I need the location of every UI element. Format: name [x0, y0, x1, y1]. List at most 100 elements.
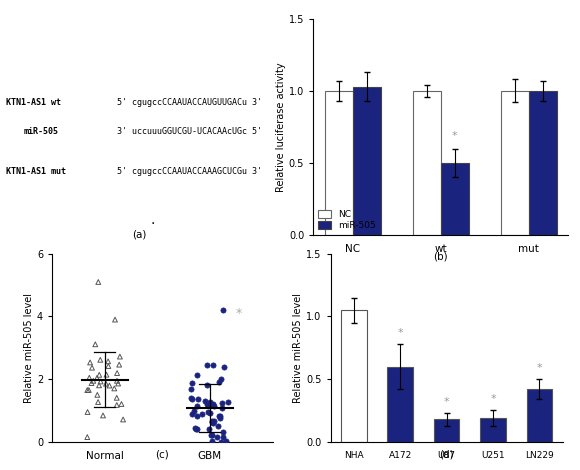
- Text: 3' uccuuuGGUCGU-UCACAAcUGc 5': 3' uccuuuGGUCGU-UCACAAcUGc 5': [117, 127, 262, 136]
- Point: [85, 374, 94, 382]
- Text: KTN1-AS1 mut: KTN1-AS1 mut: [6, 166, 66, 176]
- Point: [104, 362, 113, 370]
- Point: [208, 361, 218, 369]
- Point: [99, 412, 108, 419]
- Point: [217, 399, 226, 407]
- Point: [112, 401, 121, 409]
- Text: .: .: [151, 213, 155, 227]
- Text: *: *: [536, 363, 542, 373]
- Point: [95, 371, 104, 379]
- Text: (b): (b): [433, 251, 448, 261]
- Point: [110, 316, 119, 323]
- Point: [208, 401, 218, 408]
- Point: [194, 395, 203, 403]
- Point: [215, 378, 224, 385]
- Point: [214, 412, 223, 420]
- Point: [197, 410, 206, 417]
- Point: [190, 407, 199, 414]
- Point: [218, 306, 227, 314]
- Point: [84, 386, 93, 394]
- Point: [208, 417, 217, 425]
- Bar: [480, 418, 506, 442]
- Point: [207, 431, 216, 439]
- Point: [113, 369, 122, 377]
- Point: [218, 433, 227, 440]
- Point: [209, 420, 218, 427]
- Point: [201, 397, 210, 405]
- Point: [193, 371, 202, 379]
- Point: [216, 438, 226, 446]
- Bar: [501, 91, 529, 235]
- Point: [204, 426, 213, 433]
- Text: 5' cgugccCCAAUACCAUGUUGACu 3': 5' cgugccCCAAUACCAUGUUGACu 3': [117, 98, 262, 107]
- Point: [113, 377, 122, 384]
- Point: [96, 378, 105, 385]
- Point: [102, 380, 111, 387]
- Bar: [413, 91, 441, 235]
- Point: [88, 364, 97, 371]
- Point: [202, 381, 212, 389]
- Point: [202, 361, 212, 369]
- Point: [114, 380, 123, 387]
- Bar: [387, 367, 413, 442]
- Point: [187, 396, 197, 403]
- Bar: [353, 86, 381, 235]
- Point: [193, 403, 202, 410]
- Point: [212, 433, 222, 441]
- Point: [207, 437, 216, 445]
- Text: KTN1-AS1 wt: KTN1-AS1 wt: [6, 98, 60, 107]
- Point: [187, 379, 197, 386]
- Bar: [529, 91, 557, 235]
- Point: [218, 404, 227, 412]
- Text: *: *: [444, 397, 450, 407]
- Point: [114, 361, 124, 368]
- Text: *: *: [236, 307, 242, 320]
- Point: [115, 353, 125, 360]
- Point: [204, 401, 213, 409]
- Point: [208, 418, 217, 426]
- Bar: [527, 389, 552, 442]
- Point: [83, 433, 92, 441]
- Bar: [434, 419, 459, 442]
- Bar: [325, 91, 353, 235]
- Point: [103, 358, 113, 365]
- Point: [118, 416, 128, 423]
- Point: [205, 409, 215, 417]
- Text: *: *: [452, 131, 458, 141]
- Point: [218, 428, 227, 436]
- Point: [93, 391, 102, 399]
- Point: [216, 414, 225, 422]
- Point: [209, 417, 218, 424]
- Point: [112, 394, 121, 401]
- Text: (a): (a): [132, 229, 146, 240]
- Point: [187, 385, 196, 392]
- Point: [203, 408, 212, 416]
- Text: (c): (c): [155, 450, 169, 460]
- Point: [92, 374, 101, 382]
- Point: [95, 382, 104, 389]
- Point: [213, 422, 222, 430]
- Point: [190, 424, 200, 431]
- Point: [105, 382, 114, 389]
- Point: [216, 376, 225, 383]
- Point: [192, 425, 201, 432]
- Text: miR-505: miR-505: [23, 127, 59, 136]
- Point: [87, 379, 96, 387]
- Legend: NC, miR-505: NC, miR-505: [318, 210, 376, 230]
- Point: [193, 425, 202, 433]
- Point: [216, 412, 225, 420]
- Point: [187, 410, 196, 418]
- Point: [205, 398, 215, 406]
- Point: [202, 401, 212, 408]
- Point: [219, 363, 229, 371]
- Point: [187, 395, 196, 402]
- Point: [208, 401, 217, 408]
- Y-axis label: Relative miR-505 level: Relative miR-505 level: [293, 293, 303, 403]
- Point: [209, 402, 219, 409]
- Bar: [441, 163, 469, 235]
- Point: [206, 431, 216, 439]
- Point: [90, 341, 100, 348]
- Point: [93, 398, 103, 406]
- Text: 5' cgugccCCAAUACCAAAGCUCGu 3': 5' cgugccCCAAUACCAAAGCUCGu 3': [117, 166, 262, 176]
- Y-axis label: Relative luciferase activity: Relative luciferase activity: [276, 62, 286, 192]
